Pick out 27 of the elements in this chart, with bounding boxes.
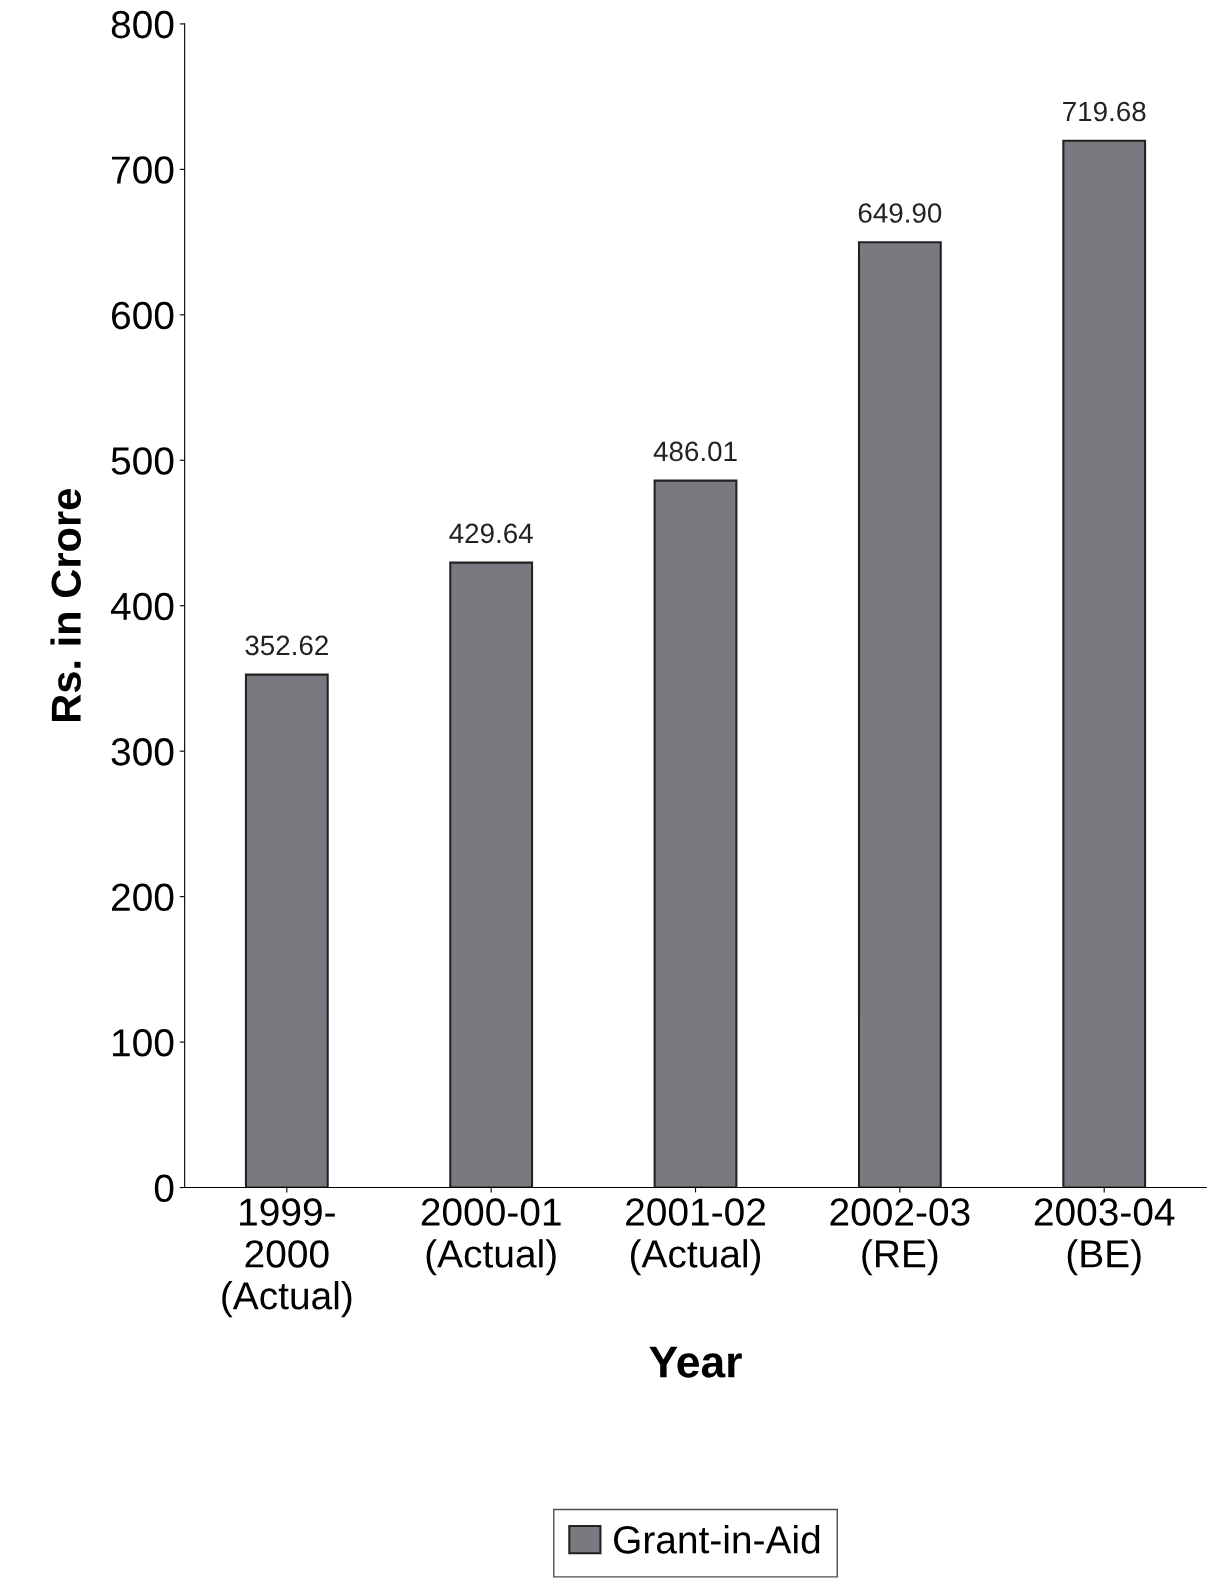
y-tick-label: 200 [112,883,174,912]
y-axis-title: Rs. in Crore [50,489,81,722]
y-tick-label: 100 [113,1029,174,1057]
data-label: 486.01 [653,441,737,462]
x-tick-label: 2003-04 (BE) [1034,1198,1175,1276]
data-label: 352.62 [245,635,328,656]
y-tick-label: 500 [111,447,174,475]
y-tick-label: 300 [111,738,174,766]
data-label: 649.90 [858,203,942,223]
y-tick-label: 800 [111,10,174,39]
bar [857,241,942,1188]
y-tick-label: 700 [112,156,174,184]
x-axis-title: Year [649,1346,742,1378]
y-tick-label: 400 [110,592,174,621]
data-label: 429.64 [449,523,533,544]
bar [653,479,738,1188]
bar [1062,139,1147,1188]
y-tick-label: 0 [154,1174,174,1202]
x-tick-label: 1999- 2000 (Actual) [222,1198,352,1318]
x-tick-label: 2002-03 (RE) [830,1198,970,1276]
bar [449,561,534,1188]
bar [244,673,329,1188]
x-tick-label: 2000-01 (Actual) [421,1198,561,1276]
y-tick-label: 600 [112,301,174,330]
data-label: 719.68 [1063,101,1146,122]
legend-label: Grant-in-Aid [614,1525,820,1554]
x-tick-label: 2001-02 (Actual) [626,1198,765,1276]
